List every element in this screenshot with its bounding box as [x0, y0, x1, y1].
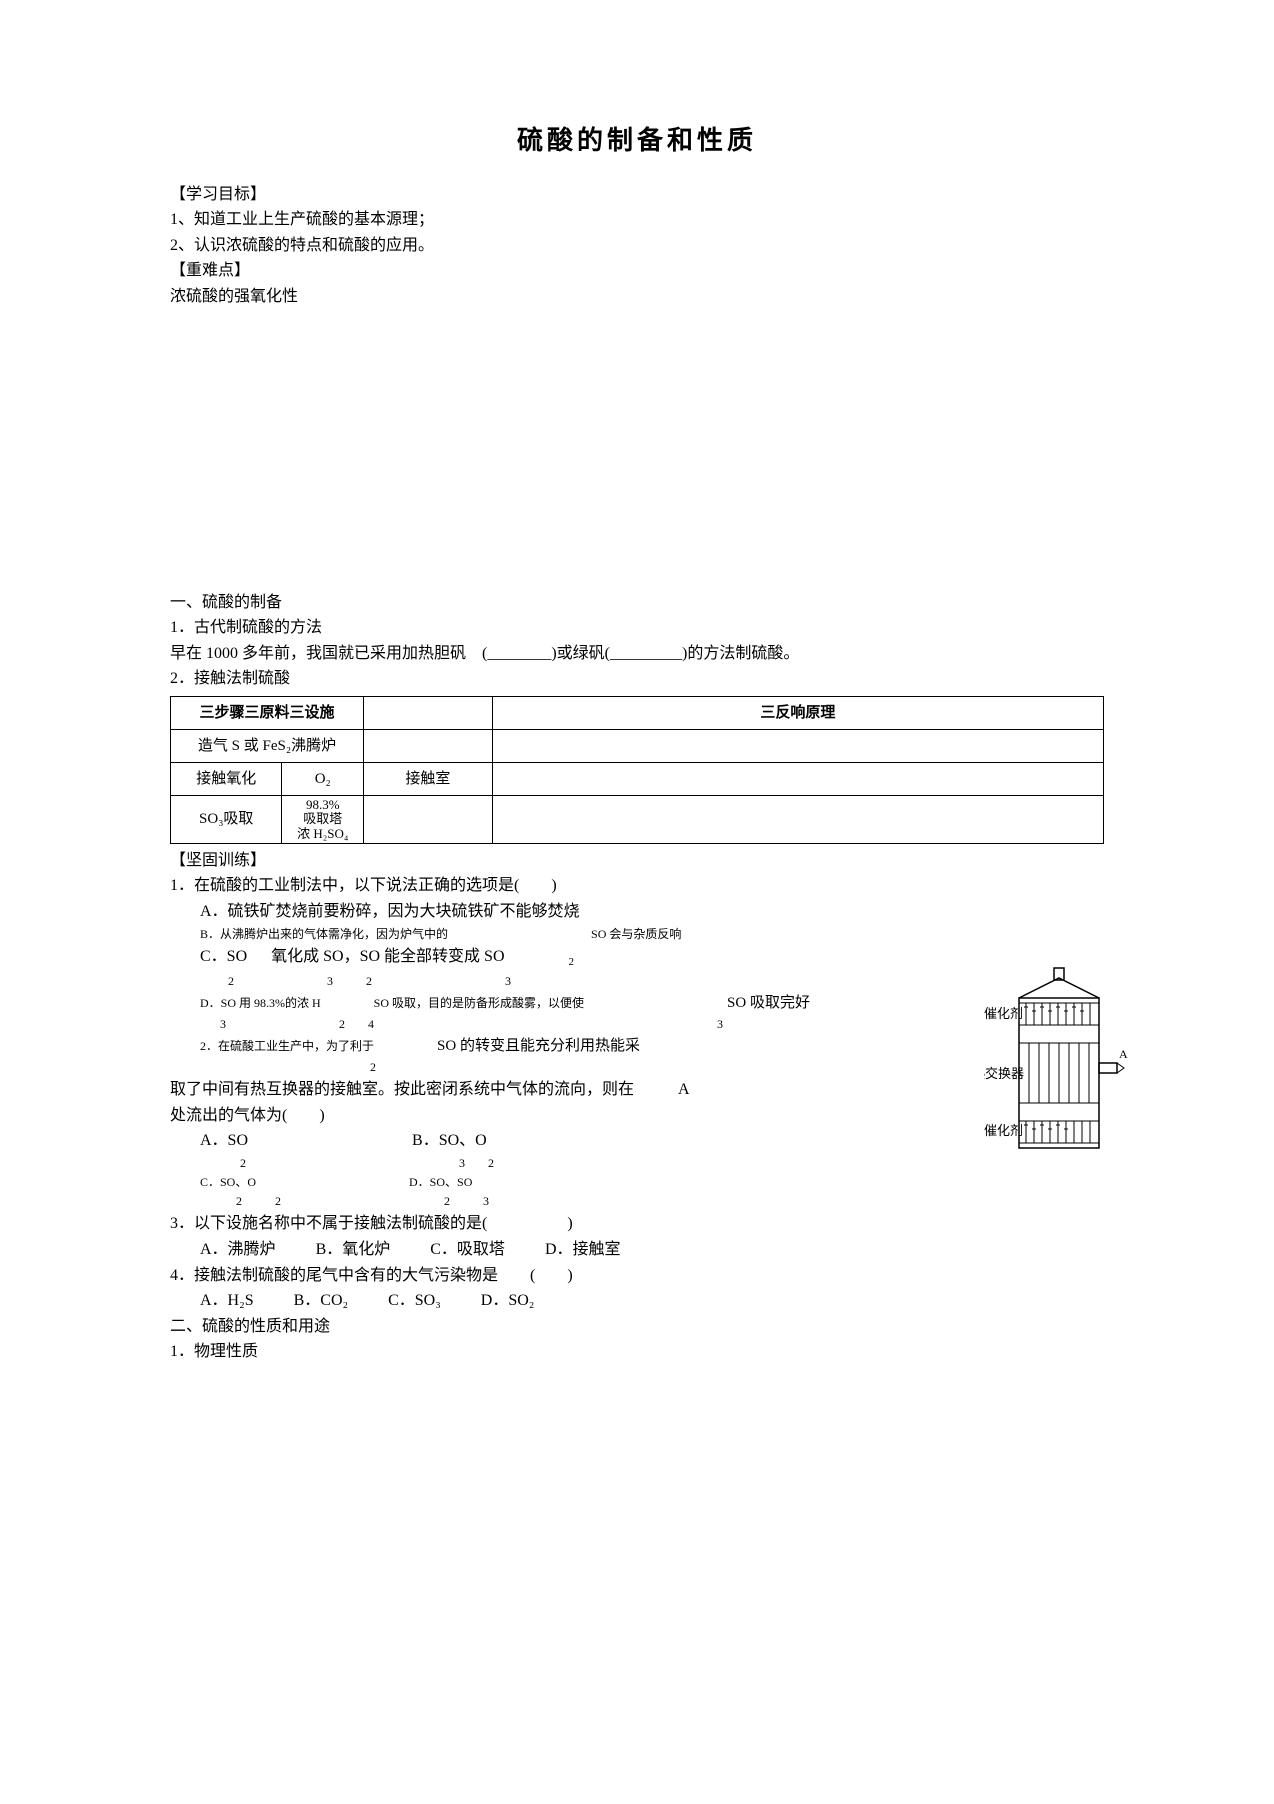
q1d-subscripts: 3 2 4 3: [200, 1015, 1104, 1034]
keypoints-block: 【重难点】 浓硫酸的强氧化性: [170, 258, 1104, 309]
table-r1c4: [492, 729, 1103, 762]
q4-opt-c: C．SO₃: [388, 1288, 441, 1314]
section-1-sub2: 2．接触法制硫酸: [170, 666, 1104, 692]
table-r2c3: 接触室: [364, 762, 493, 795]
table-r3c4: [492, 795, 1103, 843]
ancient-method-line: 早在 1000 多年前，我国就已采用加热胆矾 (________)或绿矾(___…: [170, 641, 1104, 667]
svg-text:A: A: [1119, 1047, 1128, 1061]
q3-opt-d: D．接触室: [545, 1237, 621, 1263]
table-r1c1: 造气 S 或 FeS₂沸腾炉: [171, 729, 364, 762]
q1-subscripts: 2 3 2 3: [200, 972, 1104, 991]
q1-opt-a: A．硫铁矿焚烧前要粉碎，因为大块硫铁矿不能够焚烧: [200, 899, 1104, 925]
q4-options: A．H₂S B．CO₂ C．SO₃ D．SO₂: [200, 1288, 1104, 1314]
q2-opts-sub2: 2 2 2 3: [200, 1192, 1104, 1211]
table-r2c4: [492, 762, 1103, 795]
table-r3c3: [364, 795, 493, 843]
page-title: 硫酸的制备和性质: [170, 120, 1104, 162]
practice-heading: 【坚固训练】: [170, 848, 1104, 874]
q4-opt-a: A．H₂S: [200, 1288, 254, 1314]
q2-opts-row1: A．SO B．SO、O: [200, 1128, 1104, 1154]
q4: 4．接触法制硫酸的尾气中含有的大气污染物是 ( ): [170, 1263, 1104, 1289]
q1-opt-d: D．SO 用 98.3%的浓 H SO 吸取，目的是防备形成酸雾，以便使 SO …: [200, 991, 1104, 1015]
q2-line2: 取了中间有热互换器的接触室。按此密闭系统中气体的流向，则在 A: [170, 1077, 1104, 1103]
q1-opt-c: C．SO 氧化成 SO，SO 能全部转变成 SO 2: [200, 944, 1104, 972]
q3: 3．以下设施名称中不属于接触法制硫酸的是( ): [170, 1211, 1104, 1237]
q2-opts-row2: C．SO、O D．SO、SO: [200, 1173, 1104, 1192]
q2-opts-sub1: 2 3 2: [200, 1154, 1104, 1173]
svg-text:热交换器: 热交换器: [984, 1066, 1024, 1081]
practice-content: 1．在硫酸的工业制法中，以下说法正确的选项是( ) A．硫铁矿焚烧前要粉碎，因为…: [170, 873, 1104, 1313]
table-r1c3: [364, 729, 493, 762]
table-r3c1: SO₃吸取: [171, 795, 282, 843]
process-table: 三步骤三原料三设施 三反响原理 造气 S 或 FeS₂沸腾炉 接触氧化 O₂ 接…: [170, 696, 1104, 844]
objectives-heading: 【学习目标】: [170, 182, 1104, 208]
q4-opt-b: B．CO₂: [294, 1288, 348, 1314]
q3-opt-a: A．沸腾炉: [200, 1237, 276, 1263]
svg-text:催化剂: 催化剂: [984, 1123, 1023, 1138]
table-r3c2: 98.3% 吸取塔 浓 H₂SO₄: [282, 795, 364, 843]
q1-opt-b: B．从沸腾炉出来的气体需净化，因为炉气中的 SO 会与杂质反响: [200, 925, 1104, 944]
objectives-block: 【学习目标】 1、知道工业上生产硫酸的基本源理； 2、认识浓硫酸的特点和硫酸的应…: [170, 182, 1104, 259]
svg-text:催化剂: 催化剂: [984, 1006, 1023, 1021]
table-header-2: 三反响原理: [492, 696, 1103, 729]
q3-options: A．沸腾炉 B．氧化炉 C．吸取塔 D．接触室: [200, 1237, 1104, 1263]
objective-2: 2、认识浓硫酸的特点和硫酸的应用。: [170, 233, 1104, 259]
objective-1: 1、知道工业上生产硫酸的基本源理；: [170, 207, 1104, 233]
section-1-heading: 一、硫酸的制备: [170, 590, 1104, 616]
q4-opt-d: D．SO₂: [481, 1288, 535, 1314]
table-r2c2: O₂: [282, 762, 364, 795]
keypoints-heading: 【重难点】: [170, 258, 1104, 284]
q1: 1．在硫酸的工业制法中，以下说法正确的选项是( ): [170, 873, 1104, 899]
table-header-1: 三步骤三原料三设施: [171, 696, 364, 729]
contact-chamber-diagram: A 催化剂 热交换器 催化剂: [984, 963, 1134, 1163]
q3-opt-c: C．吸取塔: [430, 1237, 505, 1263]
q3-opt-b: B．氧化炉: [316, 1237, 391, 1263]
table-r2c1: 接触氧化: [171, 762, 282, 795]
keypoints-text: 浓硫酸的强氧化性: [170, 284, 1104, 310]
table-header-blank: [364, 696, 493, 729]
section-1-sub1: 1．古代制硫酸的方法: [170, 615, 1104, 641]
q2-line1: 2．在硫酸工业生产中，为了利于 SO 的转变且能充分利用热能采: [200, 1034, 1104, 1058]
section-2-sub1: 1．物理性质: [170, 1339, 1104, 1365]
q2-line3: 处流出的气体为( ): [170, 1103, 1104, 1129]
section-2-heading: 二、硫酸的性质和用途: [170, 1314, 1104, 1340]
